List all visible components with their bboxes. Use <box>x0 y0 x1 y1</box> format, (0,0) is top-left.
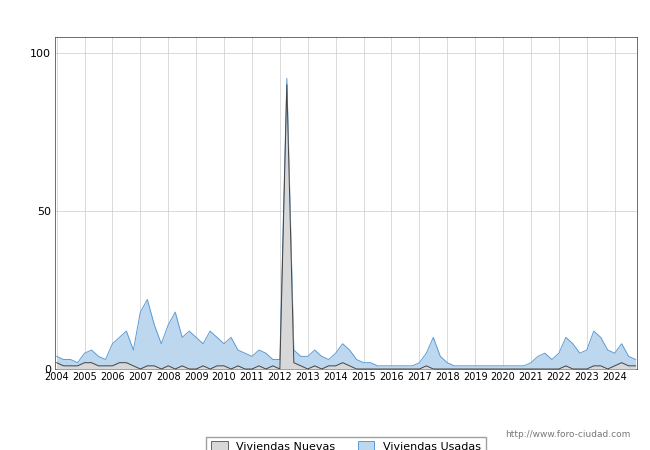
Text: Santillana del Mar - Evolucion del Nº de Transacciones Inmobiliarias: Santillana del Mar - Evolucion del Nº de… <box>99 11 551 24</box>
Legend: Viviendas Nuevas, Viviendas Usadas: Viviendas Nuevas, Viviendas Usadas <box>207 436 486 450</box>
Text: http://www.foro-ciudad.com: http://www.foro-ciudad.com <box>505 430 630 439</box>
